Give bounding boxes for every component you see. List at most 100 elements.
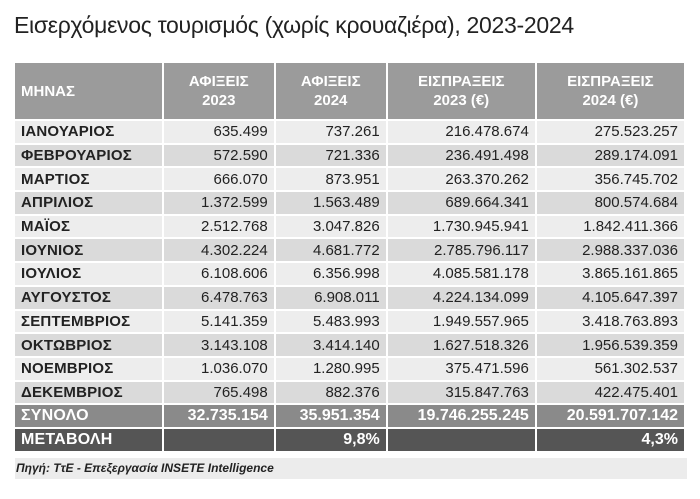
table-row: ΑΥΓΟΥΣΤΟΣ 6.478.763 6.908.011 4.224.134.099… (15, 286, 684, 309)
value-cell: 6.478.763 (163, 286, 274, 309)
header-line: ΕΙΣΠΡΑΞΕΙΣ (417, 73, 505, 90)
month-cell: ΑΠΡΙΛΙΟΣ (15, 192, 162, 214)
value-cell: 6.108.606 (163, 263, 274, 285)
value-cell (387, 428, 535, 451)
value-cell: 236.491.498 (387, 144, 535, 167)
value-cell: 19.746.255.245 (387, 405, 535, 427)
value-cell: 3.414.140 (275, 334, 386, 356)
month-cell: ΟΚΤΩΒΡΙΟΣ (15, 334, 162, 356)
value-cell: 32.735.154 (163, 405, 274, 427)
value-cell: 1.949.557.965 (387, 310, 535, 333)
table-row: ΦΕΒΡΟΥΑΡΙΟΣ 572.590 721.336 236.491.498 289.… (15, 144, 684, 167)
value-cell: 2.785.796.117 (387, 239, 535, 262)
value-cell: 9,8% (275, 428, 386, 451)
value-cell: 737.261 (275, 121, 386, 143)
header-line: ΑΦΙΞΕΙΣ (188, 73, 249, 90)
header-month: ΜΗΝΑΣ (15, 63, 162, 119)
value-cell: 20.591.707.142 (536, 405, 684, 427)
value-cell: 1.036.070 (163, 357, 274, 380)
month-cell: ΔΕΚΕΜΒΡΙΟΣ (15, 381, 162, 404)
tourism-table: ΜΗΝΑΣ ΑΦΙΞΕΙΣ 2023 ΑΦΙΞΕΙΣ 2024 ΕΙΣΠΡΑΞΕΙΣ… (13, 61, 686, 453)
month-cell: ΜΑΡΤΙΟΣ (15, 168, 162, 191)
value-cell: 3.865.161.865 (536, 263, 684, 285)
month-cell: ΣΕΠΤΕΜΒΡΙΟΣ (15, 310, 162, 333)
header-line: 2023 (€) (433, 92, 490, 109)
value-cell: 572.590 (163, 144, 274, 167)
source-note: Πηγή: ΤτΕ - Επεξεργασία INSETE Intellige… (15, 458, 687, 479)
header-line: 2023 (202, 92, 236, 109)
header-receipts-2023: ΕΙΣΠΡΑΞΕΙΣ 2023 (€) (387, 63, 535, 119)
value-cell: 1.627.518.326 (387, 334, 535, 356)
header-arrivals-2024: ΑΦΙΞΕΙΣ 2024 (275, 63, 386, 119)
value-cell: 721.336 (275, 144, 386, 167)
value-cell: 635.499 (163, 121, 274, 143)
value-cell: 666.070 (163, 168, 274, 191)
header-line: ΕΙΣΠΡΑΞΕΙΣ (567, 73, 654, 90)
value-cell: 3.047.826 (275, 215, 386, 238)
value-cell: 3.418.763.893 (536, 310, 684, 333)
month-cell: ΦΕΒΡΟΥΑΡΙΟΣ (15, 144, 162, 167)
value-cell: 6.356.998 (275, 263, 386, 285)
header-line: 2024 (314, 92, 348, 109)
value-cell: 2.512.768 (163, 215, 274, 238)
month-cell: ΜΑΪΟΣ (15, 215, 162, 238)
value-cell: 4.302.224 (163, 239, 274, 262)
table-row: ΟΚΤΩΒΡΙΟΣ 3.143.108 3.414.140 1.627.518.326… (15, 334, 684, 356)
value-cell: 263.370.262 (387, 168, 535, 191)
table-row: ΝΟΕΜΒΡΙΟΣ 1.036.070 1.280.995 375.471.596 56… (15, 357, 684, 380)
value-cell: 1.730.945.941 (387, 215, 535, 238)
value-cell: 4,3% (536, 428, 684, 451)
value-cell: 422.475.401 (536, 381, 684, 404)
header-line: ΑΦΙΞΕΙΣ (300, 73, 361, 90)
table-row: ΣΕΠΤΕΜΒΡΙΟΣ 5.141.359 5.483.993 1.949.557.9… (15, 310, 684, 333)
month-cell: ΙΟΥΛΙΟΣ (15, 263, 162, 285)
value-cell: 1.842.411.366 (536, 215, 684, 238)
month-cell: ΑΥΓΟΥΣΤΟΣ (15, 286, 162, 309)
value-cell: 4.105.647.397 (536, 286, 684, 309)
value-cell: 216.478.674 (387, 121, 535, 143)
table-row: ΙΟΥΛΙΟΣ 6.108.606 6.356.998 4.085.581.178 3.… (15, 263, 684, 285)
value-cell: 4.681.772 (275, 239, 386, 262)
month-cell: ΙΟΥΝΙΟΣ (15, 239, 162, 262)
table-row: ΔΕΚΕΜΒΡΙΟΣ 765.498 882.376 315.847.763 422.4… (15, 381, 684, 404)
value-cell: 689.664.341 (387, 192, 535, 214)
value-cell: 873.951 (275, 168, 386, 191)
value-cell: 375.471.596 (387, 357, 535, 380)
value-cell: 1.956.539.359 (536, 334, 684, 356)
value-cell: 561.302.537 (536, 357, 684, 380)
table-row: ΜΑΪΟΣ 2.512.768 3.047.826 1.730.945.941 1.84… (15, 215, 684, 238)
value-cell: 882.376 (275, 381, 386, 404)
value-cell: 275.523.257 (536, 121, 684, 143)
value-cell: 1.563.489 (275, 192, 386, 214)
value-cell: 356.745.702 (536, 168, 684, 191)
value-cell: 1.280.995 (275, 357, 386, 380)
value-cell (163, 428, 274, 451)
month-cell: ΙΑΝΟΥΑΡΙΟΣ (15, 121, 162, 143)
table-row: ΙΑΝΟΥΑΡΙΟΣ 635.499 737.261 216.478.674 275.5… (15, 121, 684, 143)
table-row: ΜΑΡΤΙΟΣ 666.070 873.951 263.370.262 356.745.… (15, 168, 684, 191)
value-cell: 4.085.581.178 (387, 263, 535, 285)
value-cell: 5.141.359 (163, 310, 274, 333)
total-row: ΣΥΝΟΛΟ 32.735.154 35.951.354 19.746.255.245… (15, 405, 684, 427)
change-row: ΜΕΤΑΒΟΛΗ 9,8% 4,3% (15, 428, 684, 451)
value-cell: 765.498 (163, 381, 274, 404)
page-title: Εισερχόμενος τουρισμός (χωρίς κρουαζιέρα… (14, 12, 574, 38)
value-cell: 3.143.108 (163, 334, 274, 356)
value-cell: 6.908.011 (275, 286, 386, 309)
month-cell: ΜΕΤΑΒΟΛΗ (15, 428, 162, 451)
month-cell: ΣΥΝΟΛΟ (15, 405, 162, 427)
value-cell: 289.174.091 (536, 144, 684, 167)
value-cell: 2.988.337.036 (536, 239, 684, 262)
table-row: ΙΟΥΝΙΟΣ 4.302.224 4.681.772 2.785.796.117 2.… (15, 239, 684, 262)
value-cell: 35.951.354 (275, 405, 386, 427)
header-receipts-2024: ΕΙΣΠΡΑΞΕΙΣ 2024 (€) (536, 63, 684, 119)
value-cell: 5.483.993 (275, 310, 386, 333)
value-cell: 315.847.763 (387, 381, 535, 404)
header-line: 2024 (€) (582, 92, 639, 109)
header-arrivals-2023: ΑΦΙΞΕΙΣ 2023 (163, 63, 274, 119)
table-row: ΑΠΡΙΛΙΟΣ 1.372.599 1.563.489 689.664.341 800… (15, 192, 684, 214)
value-cell: 1.372.599 (163, 192, 274, 214)
header-row: ΜΗΝΑΣ ΑΦΙΞΕΙΣ 2023 ΑΦΙΞΕΙΣ 2024 ΕΙΣΠΡΑΞΕΙΣ… (15, 63, 684, 119)
value-cell: 4.224.134.099 (387, 286, 535, 309)
value-cell: 800.574.684 (536, 192, 684, 214)
